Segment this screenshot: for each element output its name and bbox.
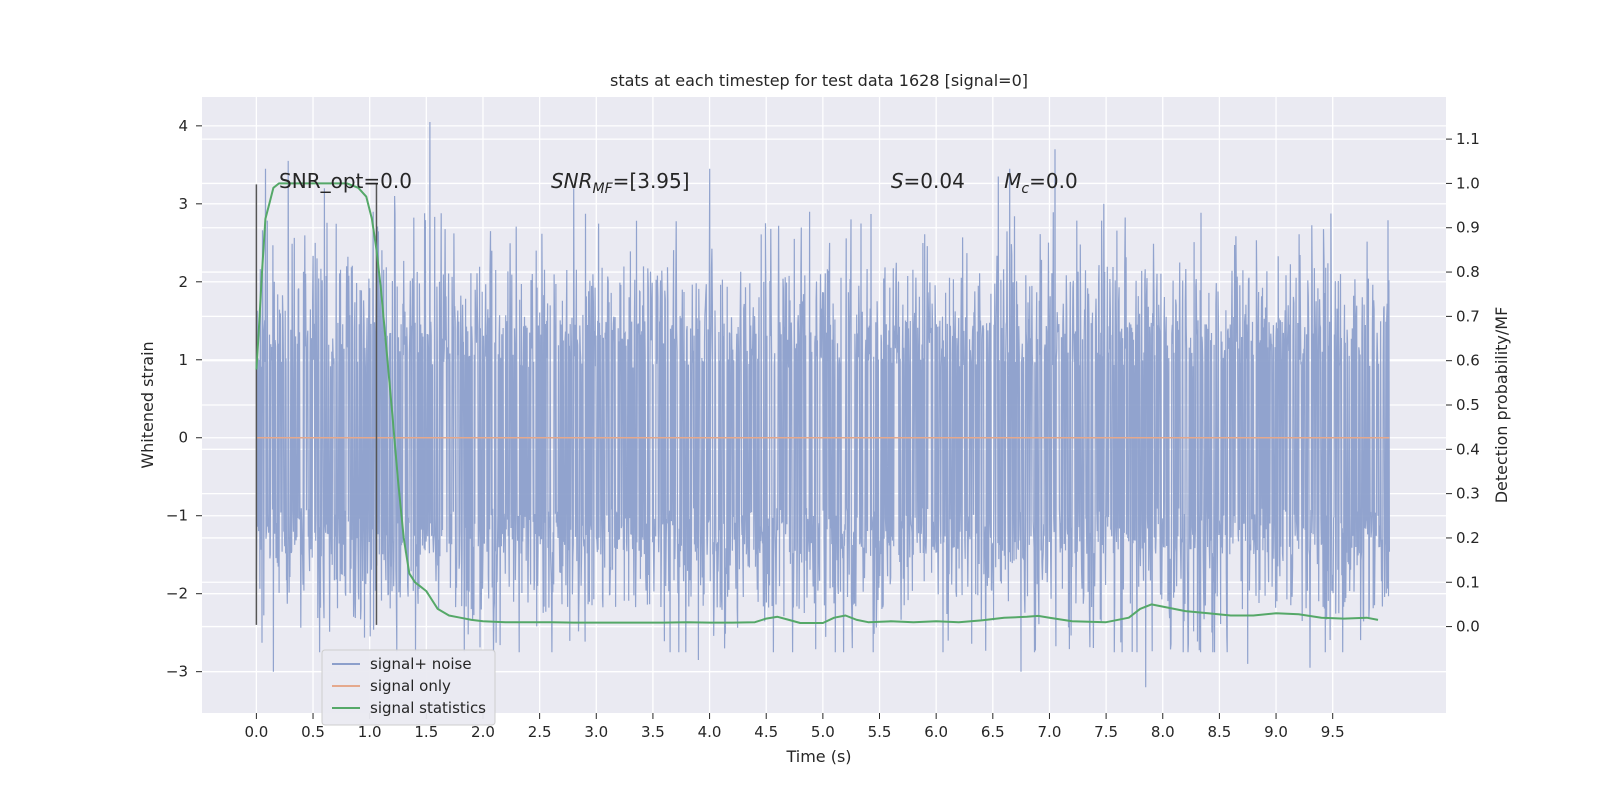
- y2-tick-label-8: 0.8: [1456, 263, 1480, 281]
- legend: signal+ noise signal only signal statist…: [321, 649, 496, 726]
- y-tick-label-4: 1: [178, 351, 188, 369]
- annotation-snr-mf-main: SNR: [551, 169, 593, 193]
- y2-tick-label-6: 0.6: [1456, 352, 1480, 370]
- x-axis-ticks: 0.0 0.5 1.0 1.5 2.0 2.5 3.0 3.5 4.0 4.5 5.0 5.5 6.0 6…: [244, 713, 1345, 741]
- x-tick-label-4: 2.0: [471, 723, 495, 741]
- x-tick-label-14: 7.0: [1038, 723, 1062, 741]
- y2-tick-label-9: 0.9: [1456, 219, 1480, 237]
- y2-tick-label-0: 0.0: [1456, 618, 1480, 636]
- y2-tick-label-3: 0.3: [1456, 485, 1480, 503]
- annotation-snr-mf-sub: MF: [593, 181, 614, 197]
- series-signal-statistics: [255, 182, 1379, 624]
- y-tick-label-7: 4: [178, 117, 188, 135]
- x-tick-label-0: 0.0: [244, 723, 268, 741]
- annotation-snr-mf: SNRMF=[3.95]: [551, 169, 690, 197]
- x-axis-label: Time (s): [785, 747, 851, 766]
- series-signal-noise: [255, 121, 1390, 688]
- chart-title: stats at each timestep for test data 162…: [610, 71, 1028, 90]
- x-tick-label-6: 3.0: [584, 723, 608, 741]
- annotations: SNR_opt=0.0 SNRMF=[3.95] S=0.04 Mc=0.0: [279, 169, 1078, 197]
- y2-tick-label-1: 0.1: [1456, 573, 1480, 591]
- x-tick-label-13: 6.5: [981, 723, 1005, 741]
- annotation-snr-opt: SNR_opt=0.0: [279, 169, 412, 193]
- y2-axis-ticks: 0.0 0.1 0.2 0.3 0.4 0.5 0.6 0.7 0.8 0.9 1.0 1.1: [1446, 130, 1480, 636]
- y-tick-label-3: 0: [178, 429, 188, 447]
- signal-noise-line: [255, 121, 1390, 688]
- annotation-s-stat: S=0.04: [891, 169, 965, 193]
- y-tick-label-1: −2: [166, 585, 188, 603]
- x-tick-label-11: 5.5: [868, 723, 892, 741]
- x-tick-label-10: 5.0: [811, 723, 835, 741]
- annotation-s-value: =0.04: [904, 169, 965, 193]
- legend-label-signal-only: signal only: [370, 677, 451, 695]
- x-tick-label-7: 3.5: [641, 723, 665, 741]
- y2-tick-label-10: 1.0: [1456, 174, 1480, 192]
- annotation-s-main: S: [891, 169, 904, 193]
- legend-label-signal-noise: signal+ noise: [370, 655, 472, 673]
- x-tick-label-12: 6.0: [924, 723, 948, 741]
- x-tick-label-1: 0.5: [301, 723, 325, 741]
- x-tick-label-15: 7.5: [1094, 723, 1118, 741]
- annotation-mc: Mc=0.0: [1004, 169, 1078, 197]
- annotation-mc-main: M: [1004, 169, 1021, 193]
- x-tick-label-8: 4.0: [698, 723, 722, 741]
- y2-tick-label-5: 0.5: [1456, 396, 1480, 414]
- signal-statistics-line: [255, 182, 1379, 624]
- legend-label-signal-statistics: signal statistics: [370, 699, 486, 717]
- y2-tick-label-7: 0.7: [1456, 307, 1480, 325]
- x-tick-label-16: 8.0: [1151, 723, 1175, 741]
- x-tick-label-18: 9.0: [1264, 723, 1288, 741]
- annotation-mc-sub: c: [1021, 181, 1029, 197]
- legend-box: [321, 649, 496, 726]
- y-tick-label-0: −3: [166, 663, 188, 681]
- x-tick-label-3: 1.5: [414, 723, 438, 741]
- annotation-mc-value: =0.0: [1029, 169, 1078, 193]
- x-tick-label-19: 9.5: [1321, 723, 1345, 741]
- y2-axis-label: Detection probability/MF: [1492, 307, 1511, 504]
- y2-tick-label-2: 0.2: [1456, 529, 1480, 547]
- y-tick-label-2: −1: [166, 507, 188, 525]
- annotation-snr-mf-value: =[3.95]: [613, 169, 690, 193]
- y-axis-ticks: −3 −2 −1 0 1 2 3 4: [166, 117, 202, 681]
- y-tick-label-6: 3: [178, 195, 188, 213]
- x-tick-label-9: 4.5: [754, 723, 778, 741]
- x-tick-label-2: 1.0: [358, 723, 382, 741]
- y2-tick-label-11: 1.1: [1456, 130, 1480, 148]
- x-tick-label-5: 2.5: [528, 723, 552, 741]
- y-axis-label: Whitened strain: [138, 341, 157, 468]
- y-tick-label-5: 2: [178, 273, 188, 291]
- y2-tick-label-4: 0.4: [1456, 440, 1480, 458]
- x-tick-label-17: 8.5: [1207, 723, 1231, 741]
